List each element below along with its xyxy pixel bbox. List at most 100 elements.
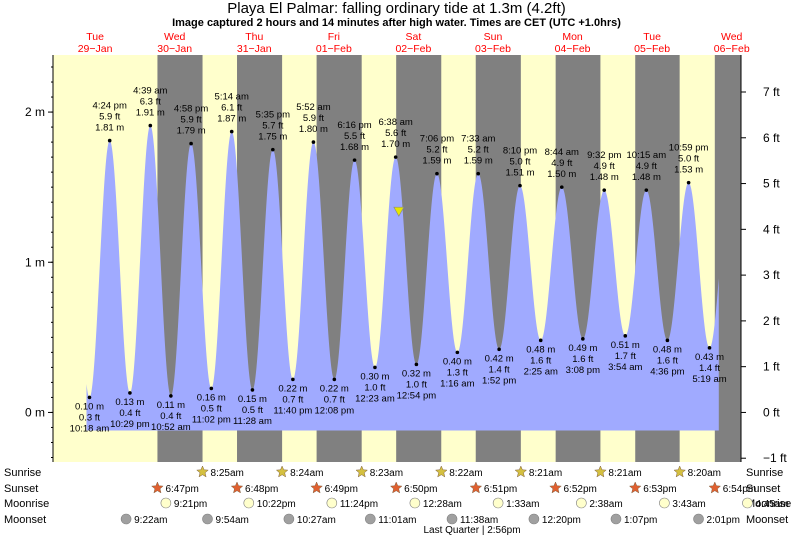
moonset-time: 9:22am — [134, 515, 167, 526]
sunset-time: 6:48pm — [245, 484, 278, 495]
extreme-height-ft: 1.0 ft — [406, 379, 427, 390]
extreme-time: 7:06 pm — [420, 134, 454, 145]
extreme-height-ft: 0.5 ft — [201, 403, 222, 414]
right-tick-label: −1 ft — [763, 451, 787, 465]
extreme-height-ft: 1.4 ft — [489, 364, 510, 375]
extreme-height-m: 1.50 m — [547, 169, 576, 180]
left-tick-label: 0 m — [25, 405, 45, 419]
high-tide-label: 5:35 pm5.7 ft1.75 m — [256, 110, 290, 143]
moonset-icon — [693, 513, 704, 525]
extreme-time: 2:25 am — [524, 366, 558, 377]
extreme-height-m: 1.79 m — [177, 126, 206, 137]
sunset-time: 6:50pm — [404, 484, 437, 495]
extreme-height-ft: 1.0 ft — [364, 382, 385, 393]
right-tick-label: 4 ft — [763, 222, 780, 236]
low-tide-point — [209, 386, 214, 391]
extreme-height-ft: 4.9 ft — [551, 158, 572, 169]
extreme-time: 11:28 am — [233, 416, 272, 427]
extreme-height-ft: 0.3 ft — [79, 412, 100, 423]
extreme-time: 8:10 pm — [503, 146, 537, 157]
day-name: Thu — [245, 31, 263, 43]
extreme-height-ft: 1.4 ft — [699, 363, 720, 374]
low-tide-point — [455, 350, 460, 355]
extreme-height-ft: 5.9 ft — [181, 115, 202, 126]
high-tide-point — [518, 183, 522, 188]
extreme-time: 12:54 pm — [397, 390, 437, 401]
high-tide-label: 4:24 pm5.9 ft1.81 m — [93, 101, 127, 134]
sunset-time: 6:52pm — [563, 484, 596, 495]
extreme-height-m: 1.59 m — [464, 156, 493, 167]
sunset-icon — [151, 481, 164, 494]
high-tide-label: 10:15 am4.9 ft1.48 m — [627, 150, 667, 183]
extreme-height-m: 0.40 m — [443, 356, 472, 367]
extreme-time: 10:59 pm — [669, 143, 709, 154]
sunrise-icon — [275, 465, 289, 478]
high-tide-label: 5:14 am6.1 ft1.87 m — [215, 92, 249, 125]
low-tide-point — [665, 338, 670, 343]
row-label-left: Moonset — [4, 514, 46, 526]
extreme-time: 5:35 pm — [256, 110, 290, 121]
low-tide-label: 0.49 m1.6 ft3:08 pm — [566, 343, 600, 376]
moonrise-icon — [409, 497, 421, 509]
extreme-height-m: 0.22 m — [278, 383, 307, 394]
day-name: Sun — [484, 31, 503, 43]
low-tide-point — [414, 362, 419, 367]
moonset-icon — [202, 513, 213, 525]
day-name: Wed — [164, 31, 186, 43]
high-tide-label: 7:33 am5.2 ft1.59 m — [461, 134, 495, 167]
extreme-height-ft: 5.2 ft — [426, 145, 447, 156]
high-tide-point — [311, 140, 316, 144]
high-tide-label: 6:38 am5.6 ft1.70 m — [379, 117, 413, 150]
low-tide-point — [538, 338, 543, 343]
extreme-time: 10:18 am — [70, 423, 110, 434]
sunrise-icon — [673, 465, 687, 478]
extreme-time: 9:32 pm — [587, 150, 621, 161]
sunset-icon — [469, 481, 483, 494]
sunrise-time: 8:21am — [529, 468, 562, 479]
extreme-height-ft: 5.5 ft — [344, 131, 365, 142]
high-tide-label: 5:52 am5.9 ft1.80 m — [296, 102, 330, 135]
low-tide-point — [169, 394, 173, 398]
extreme-height-m: 1.81 m — [95, 123, 124, 134]
sunrise-time: 8:20am — [688, 468, 721, 479]
day-date: 31−Jan — [237, 43, 272, 55]
low-tide-point — [707, 346, 712, 350]
moonset-time: 12:20pm — [542, 515, 581, 526]
moonrise-time: 11:24pm — [340, 499, 378, 510]
extreme-time: 5:52 am — [296, 102, 330, 113]
moonset-time: 9:54am — [216, 515, 249, 526]
extreme-height-m: 0.15 m — [238, 394, 267, 405]
high-tide-point — [686, 180, 691, 185]
extreme-time: 10:52 am — [151, 422, 191, 433]
moonset-time: 2:01pm — [707, 515, 740, 526]
high-tide-point — [107, 138, 112, 143]
moonrise-icon — [492, 497, 504, 509]
extreme-height-ft: 5.7 ft — [262, 121, 283, 132]
moonset-icon — [446, 513, 458, 525]
extreme-height-ft: 1.3 ft — [447, 367, 468, 378]
right-tick-label: 1 ft — [763, 360, 780, 374]
high-tide-point — [644, 188, 649, 192]
sunrise-time: 8:21am — [608, 468, 641, 479]
extreme-height-ft: 0.4 ft — [160, 411, 181, 422]
extreme-height-ft: 0.4 ft — [119, 408, 140, 419]
sunrise-time: 8:24am — [290, 468, 323, 479]
moonset-icon — [365, 513, 376, 525]
moonset-time: 1:07pm — [624, 515, 657, 526]
extreme-height-ft: 1.6 ft — [657, 355, 678, 366]
low-tide-point — [87, 395, 92, 400]
moonrise-time: 9:21pm — [174, 499, 207, 510]
extreme-height-m: 0.42 m — [485, 353, 514, 364]
moonrise-icon — [659, 497, 670, 509]
chart-title: Playa El Palmar: falling ordinary tide a… — [227, 0, 566, 17]
moonrise-time: 12:28am — [423, 499, 462, 510]
date-header: Tue29−JanWed30−JanThu31−JanFri01−FebSat0… — [78, 31, 750, 55]
extreme-height-ft: 0.7 ft — [324, 394, 345, 405]
extreme-height-m: 1.48 m — [590, 172, 619, 183]
high-tide-point — [352, 158, 357, 162]
